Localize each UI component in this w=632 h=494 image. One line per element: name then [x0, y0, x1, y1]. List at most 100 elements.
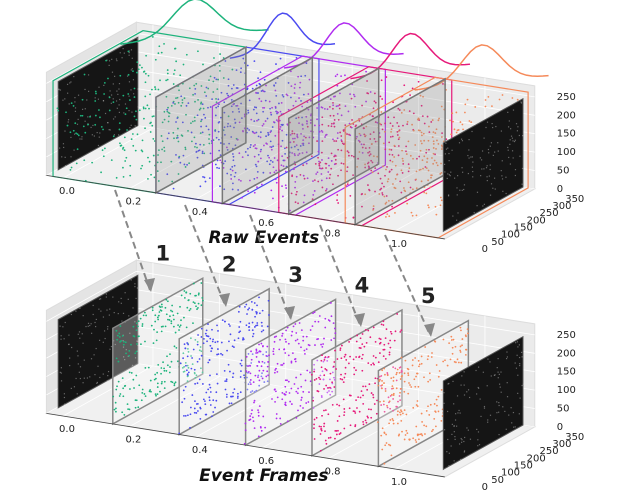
image-noise: [487, 122, 488, 123]
event-dot: [379, 352, 381, 354]
event-dot: [281, 335, 283, 337]
event-dot: [237, 393, 239, 395]
event-dot: [322, 343, 324, 345]
event-dot: [279, 418, 281, 420]
event-dot: [119, 395, 121, 397]
event-dot: [210, 350, 212, 352]
image-noise: [510, 128, 511, 129]
event-dot: [143, 314, 145, 316]
image-noise: [121, 57, 122, 58]
event-dot: [288, 381, 290, 383]
event-dot: [228, 364, 230, 366]
event-dot: [285, 187, 287, 189]
image-noise: [486, 167, 487, 168]
event-dot: [314, 311, 316, 313]
event-dot: [107, 78, 109, 80]
event-dot: [334, 350, 336, 352]
image-noise: [99, 137, 100, 138]
z-tick-label: 100: [557, 385, 576, 396]
event-dot: [224, 370, 226, 372]
event-dot: [340, 374, 342, 376]
event-dot: [294, 358, 296, 360]
event-dot: [416, 404, 418, 406]
event-dot: [120, 145, 122, 147]
image-noise: [484, 406, 485, 407]
image-noise: [79, 372, 80, 373]
event-dot: [231, 402, 233, 404]
event-dot: [255, 325, 257, 327]
event-dot: [295, 340, 297, 342]
panel-title: Raw Events: [208, 228, 319, 248]
event-dot: [135, 407, 137, 409]
event-dot: [381, 323, 383, 325]
event-dot: [202, 383, 204, 385]
event-dot: [421, 356, 423, 358]
event-dot: [258, 370, 260, 372]
image-noise: [506, 358, 507, 359]
image-noise: [487, 419, 488, 420]
event-dot: [353, 217, 355, 219]
event-dot: [189, 427, 191, 429]
image-noise: [483, 138, 484, 139]
event-dot: [222, 354, 224, 356]
image-noise: [61, 156, 62, 157]
image-noise: [461, 139, 462, 140]
event-dot: [195, 412, 197, 414]
image-noise: [519, 156, 520, 157]
image-noise: [474, 212, 475, 213]
image-noise: [460, 459, 461, 460]
event-dot: [432, 429, 434, 431]
event-dot: [271, 398, 273, 400]
image-noise: [117, 108, 118, 109]
event-dot: [127, 51, 129, 53]
event-dot: [142, 139, 144, 141]
event-dot: [297, 339, 299, 341]
image-noise: [87, 116, 88, 117]
image-noise: [480, 398, 481, 399]
image-noise: [132, 68, 133, 69]
event-dot: [335, 75, 337, 77]
event-dot: [331, 315, 333, 317]
event-dot: [391, 418, 393, 420]
image-noise: [106, 294, 107, 295]
event-dot: [274, 372, 276, 374]
event-dot: [244, 443, 246, 445]
event-dot: [485, 99, 487, 101]
event-dot: [459, 350, 461, 352]
event-dot: [324, 318, 326, 320]
event-dot: [200, 282, 202, 284]
event-dot: [175, 381, 177, 383]
image-noise: [461, 442, 462, 443]
image-noise: [509, 120, 510, 121]
image-noise: [498, 434, 499, 435]
event-dot: [313, 427, 315, 429]
event-dot: [114, 409, 116, 411]
image-noise: [82, 343, 83, 344]
event-dot: [320, 360, 322, 362]
event-dot: [161, 381, 163, 383]
event-dot: [122, 387, 124, 389]
event-dot: [407, 372, 409, 374]
event-dot: [353, 359, 355, 361]
image-noise: [455, 413, 456, 414]
event-dot: [194, 369, 196, 371]
event-dot: [248, 307, 250, 309]
image-noise: [79, 331, 80, 332]
image-noise: [479, 444, 480, 445]
event-dot: [423, 376, 425, 378]
event-dot: [240, 391, 242, 393]
event-dot: [262, 346, 264, 348]
event-dot: [319, 378, 321, 380]
event-dot: [412, 359, 414, 361]
event-dot: [428, 414, 430, 416]
event-dot: [165, 299, 167, 301]
event-dot: [144, 393, 146, 395]
image-noise: [124, 53, 125, 54]
x-tick-label: 0.4: [192, 445, 208, 456]
image-noise: [114, 76, 115, 77]
event-dot: [450, 336, 452, 338]
image-noise: [462, 140, 463, 141]
event-dot: [254, 326, 256, 328]
event-dot: [323, 426, 325, 428]
event-dot: [119, 122, 121, 124]
